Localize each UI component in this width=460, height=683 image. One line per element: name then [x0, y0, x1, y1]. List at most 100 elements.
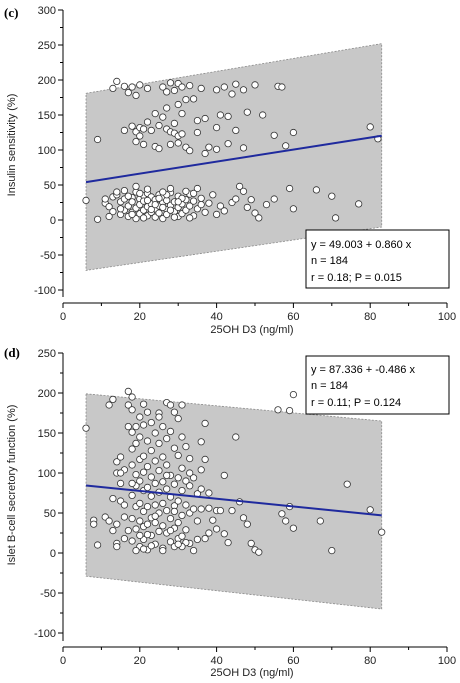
- data-point: [170, 408, 178, 416]
- data-point: [163, 461, 171, 469]
- data-point: [239, 187, 248, 195]
- data-point: [159, 203, 167, 211]
- data-point: [166, 538, 175, 546]
- data-point: [132, 138, 140, 146]
- data-point: [140, 125, 148, 133]
- data-point: [174, 474, 182, 482]
- data-point: [243, 108, 251, 116]
- data-point: [109, 494, 117, 503]
- data-point: [105, 401, 113, 409]
- data-point: [197, 194, 205, 202]
- data-point: [155, 527, 163, 536]
- data-point: [128, 393, 136, 401]
- data-point: [109, 395, 117, 403]
- data-point: [140, 421, 148, 429]
- y-tick-label: -50: [40, 250, 56, 262]
- data-point: [186, 482, 194, 490]
- data-point: [143, 196, 152, 204]
- data-point: [151, 479, 159, 487]
- data-point: [193, 517, 201, 525]
- data-point: [289, 205, 297, 213]
- data-point: [94, 215, 102, 223]
- chart-islet-b-cell-function: (d) -100 -50 0 50 100 150 200 250 0 20 40 60 80 100 I…: [4, 345, 456, 679]
- data-point: [166, 79, 175, 87]
- data-point: [205, 504, 213, 512]
- data-point: [174, 540, 182, 548]
- points-c: [82, 77, 382, 223]
- data-point: [170, 213, 178, 221]
- data-point: [132, 422, 140, 431]
- data-point: [239, 86, 248, 94]
- data-point: [113, 520, 121, 528]
- data-point: [205, 489, 213, 497]
- data-point: [201, 149, 209, 158]
- data-point: [143, 462, 152, 471]
- data-point: [94, 541, 102, 549]
- data-point: [82, 424, 90, 432]
- data-point: [147, 473, 155, 481]
- chart-insulin-sensitivity: (c) -100 -50 0 50 100 150 200 250 300 0 20 40 60 80 10…: [4, 5, 456, 336]
- data-point: [255, 214, 263, 222]
- data-point: [220, 530, 228, 538]
- data-point: [90, 520, 98, 528]
- data-point: [186, 147, 194, 155]
- data-point: [159, 188, 167, 196]
- data-point: [159, 422, 167, 431]
- stats-equation-c: y = 49.003 + 0.860 x: [311, 239, 412, 251]
- data-point: [174, 198, 182, 206]
- data-point: [232, 433, 240, 441]
- data-point: [278, 510, 286, 518]
- x-tick-label: 0: [60, 311, 66, 323]
- data-point: [136, 413, 144, 421]
- data-point: [193, 117, 201, 125]
- x-tick-label: 40: [210, 655, 222, 667]
- panel-label-d: (d): [4, 345, 20, 360]
- data-point: [285, 406, 294, 415]
- data-point: [178, 486, 186, 495]
- data-point: [166, 526, 175, 535]
- data-point: [213, 210, 221, 218]
- y-tick-label: 50: [44, 180, 56, 192]
- data-point: [166, 427, 175, 435]
- data-point: [355, 200, 363, 208]
- data-point: [282, 517, 290, 525]
- data-point: [147, 205, 155, 214]
- y-tick-label: 250: [38, 40, 56, 52]
- data-point: [143, 530, 152, 539]
- data-point: [232, 80, 240, 88]
- data-point: [117, 469, 125, 477]
- data-point: [378, 528, 386, 536]
- data-point: [140, 400, 148, 408]
- data-point: [155, 466, 163, 475]
- data-point: [170, 444, 178, 452]
- y-tick-label: 50: [44, 508, 56, 520]
- stats-box-d: y = 87.336 + -0.486 x n = 184 r = 0.11; …: [305, 355, 450, 415]
- data-point: [140, 140, 148, 148]
- data-point: [182, 187, 190, 195]
- x-tick-label: 0: [60, 655, 66, 667]
- regression-line-c: [85, 134, 382, 184]
- data-point: [128, 537, 136, 545]
- data-point: [166, 514, 175, 523]
- data-point: [128, 428, 136, 436]
- x-tick-label: 60: [287, 311, 299, 323]
- data-point: [190, 95, 198, 103]
- y-tick-label: 200: [38, 75, 56, 87]
- data-point: [243, 520, 251, 528]
- data-point: [190, 505, 198, 513]
- y-tick-label: 300: [38, 5, 56, 17]
- data-point: [190, 546, 198, 555]
- stats-r-c: r = 0.18; P = 0.015: [311, 272, 402, 284]
- data-point: [186, 214, 194, 222]
- data-point: [232, 195, 240, 203]
- data-point: [105, 212, 113, 221]
- data-point: [243, 203, 251, 211]
- axes-d: -100 -50 0 50 100 150 200 250 0 20 40 60 80 100: [34, 348, 456, 667]
- x-tick-label: 80: [364, 655, 376, 667]
- data-point: [128, 198, 136, 206]
- x-tick-label: 100: [438, 655, 456, 667]
- data-point: [155, 194, 163, 202]
- data-point: [136, 189, 144, 197]
- data-point: [174, 100, 182, 109]
- data-point: [163, 485, 171, 493]
